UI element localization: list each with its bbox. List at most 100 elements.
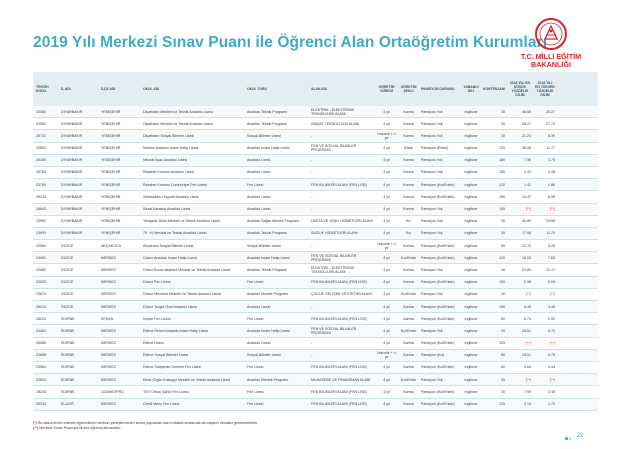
cell-tur: Anadolu Lisesi	[247, 207, 271, 212]
cell-il: DİYARBAKIR	[61, 194, 83, 199]
page-dots-icon	[565, 427, 573, 445]
cell-tur: Anadolu Lisesi	[247, 170, 271, 175]
cell-dil: İngilizce	[464, 109, 478, 114]
cell-kod: 26642	[36, 207, 46, 212]
cell-kont: 30	[501, 231, 505, 236]
cell-dil: İngilizce	[464, 353, 478, 358]
cell-sure: 4 yıl	[383, 377, 390, 382]
cell-sure: 4 yıl	[383, 109, 390, 114]
cell-okul: Yenişehir Dicle Mesleki ve Teknik Anadol…	[143, 219, 220, 224]
cell-alan: FEN VE SOSYAL BİLİMLER PROGRAMI	[311, 326, 357, 335]
cell-ilce: YENİŞEHİR	[101, 231, 121, 236]
cell-tur: Anadolu Lisesi	[247, 341, 271, 346]
cell-alan: ELEKTRİK - ELEKTRONİK TEKNOLOJİSİ ALANI	[311, 107, 355, 116]
cell-dil: İngilizce	[464, 389, 478, 394]
cell-sure: 4 yıl	[383, 292, 390, 297]
cell-tur: Anadolu Meslek Programı	[247, 292, 289, 297]
table-row: 24491 DÜZCE MERKEZ Düzce Anadolu İmam Hatip…	[33, 252, 598, 265]
cell-pans: Pansiyon Yok	[421, 219, 443, 224]
cell-dil: İngilizce	[464, 194, 478, 199]
cell-sekil: Karma	[403, 389, 414, 394]
cell-ilce: YENİŞEHİR	[101, 194, 121, 199]
cell-y2: 3.48	[548, 304, 555, 309]
cell-ilce: YENİŞEHİR	[101, 121, 121, 126]
cell-y2: 8.39	[548, 133, 555, 138]
cell-alan: -	[311, 133, 313, 138]
cell-y2: 19.68	[546, 219, 555, 224]
cell-tur: Sosyal Bilimler Lisesi	[247, 353, 281, 358]
cell-kont: 30	[501, 219, 505, 224]
cell-dil: İngilizce	[464, 207, 478, 212]
cell-kont: 30	[501, 109, 505, 114]
cell-y1: 21.23	[522, 133, 531, 138]
header-en-yuksek-yuzdelik: 2018 YILI EN YÜKSEK YÜZDELİK DİLİM	[535, 80, 555, 98]
cell-alan: -	[311, 207, 313, 212]
cell-pans: Pansiyon Yok	[421, 231, 443, 236]
header-ogretim-suresi: ÖĞRETİM SÜRESİ	[378, 84, 395, 93]
table-row: 24863 DİYARBAKIR YENİŞEHİR Merkez Anadolu İ…	[33, 143, 598, 155]
cell-y2: 27.73	[546, 121, 555, 126]
cell-pans: Pansiyon (Kız/Erkek)	[421, 402, 455, 407]
cell-sekil: Karma	[403, 353, 414, 358]
cell-pans: Pansiyon Yok	[421, 133, 443, 138]
cell-dil: İngilizce	[464, 182, 478, 187]
cell-sure: 4 yıl	[383, 365, 390, 370]
cell-kod: 23624	[36, 377, 46, 382]
cell-sure: 4 yıl	[383, 121, 390, 126]
table-row: 28731 DİYARBAKIR YENİŞEHİR Diyarbakır Sosya…	[33, 130, 598, 143]
table-row: 23080 DİYARBAKIR YENİŞEHİR Diyarbakır Mesle…	[33, 106, 598, 119]
table-row: 26234 DİYARBAKIR YENİŞEHİR Selahaddin-i Eyy…	[33, 191, 598, 204]
page-title: 2019 Yılı Merkezi Sınav Puanı ile Öğrenc…	[33, 34, 548, 51]
cell-sekil: Karma	[403, 267, 414, 272]
table-body: 23080 DİYARBAKIR YENİŞEHİR Diyarbakır Mesle…	[33, 106, 598, 411]
cell-sure: 4 yıl	[383, 316, 390, 321]
cell-sekil: Karma	[403, 121, 414, 126]
cell-dil: İngilizce	[464, 304, 478, 309]
cell-tur: Anadolu Teknik Programı	[247, 121, 288, 126]
cell-kont: 30	[501, 292, 505, 297]
cell-ilce: YENİŞEHİR	[101, 158, 121, 163]
cell-y1: 15.47	[522, 194, 531, 199]
cell-sekil: Karma	[403, 133, 414, 138]
footnote-1-text: Bu alana tercih edecek öğrencilerin merk…	[37, 421, 259, 425]
cell-y1: 1.42	[524, 182, 531, 187]
cell-sekil: Karma	[403, 207, 414, 212]
cell-tur: Fen Lisesi	[247, 280, 264, 285]
cell-sure: 4 yıl	[383, 328, 390, 333]
cell-il: DİYARBAKIR	[61, 207, 83, 212]
cell-y1: 15.01	[522, 353, 531, 358]
cell-tur: Anadolu Lisesi	[247, 158, 271, 163]
cell-kod: 23563	[36, 243, 46, 248]
cell-kod: 28224	[36, 316, 46, 321]
cell-kod: 28731	[36, 133, 46, 138]
cell-okul: TEV Orhan Şahin Fen Lisesi	[143, 389, 189, 394]
cell-sekil: Karma	[403, 365, 414, 370]
cell-sure: 4 yıl	[383, 207, 390, 212]
cell-okul: Edirne Sosyal Bilimler Lisesi	[143, 353, 189, 358]
cell-ilce: KEŞAN	[101, 316, 114, 321]
cell-sure: 4 yıl	[383, 402, 390, 407]
ministry-emblem-icon	[535, 18, 567, 50]
cell-sekil: Karma	[403, 158, 414, 163]
cell-kont: 120	[499, 402, 505, 407]
header-alan-adi: ALAN ADI	[311, 86, 328, 91]
cell-kod: 26985	[36, 341, 46, 346]
cell-y2: 8.72	[548, 328, 555, 333]
cell-alan: -	[311, 243, 313, 248]
cell-okul: Düzce Turgut Özal Anadolu Lisesi	[143, 304, 197, 309]
cell-y1: 6.74	[524, 316, 531, 321]
cell-kont: 180	[499, 158, 505, 163]
cell-kod: 28228	[36, 389, 46, 394]
table-row: 23659 EDİRNE MERKEZ Edirne Sosyal Bilimler …	[33, 349, 598, 362]
cell-sekil: Karma	[403, 316, 414, 321]
cell-y1: 46.89	[522, 219, 531, 224]
cell-sekil: Kız	[405, 219, 412, 224]
cell-okul: Düzce Borsa İstanbul Mesleki ve Teknik A…	[143, 267, 231, 272]
header-okul-adi: OKUL ADI	[143, 86, 160, 91]
cell-okul: Edirne Remzi Anadolu İmam Hatip Lisesi	[143, 328, 209, 333]
cell-ilce: YENİŞEHİR	[101, 109, 121, 114]
cell-y2: (**)	[549, 341, 555, 346]
cell-il: EDİRNE	[61, 365, 75, 370]
cell-ilce: UZUNKÖPRÜ	[101, 389, 124, 394]
cell-alan: -	[311, 194, 313, 199]
